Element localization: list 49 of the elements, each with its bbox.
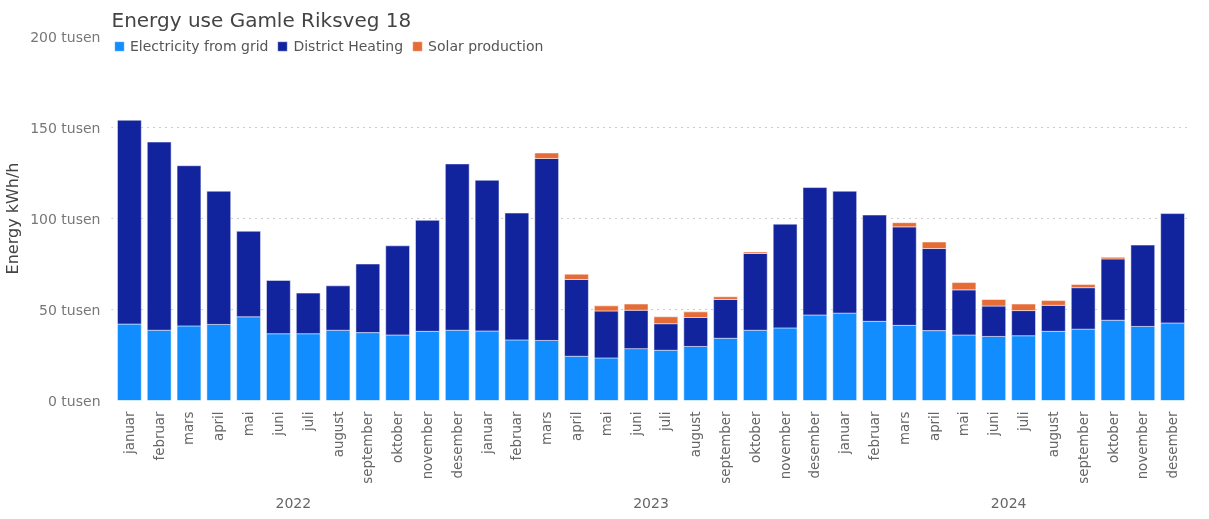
x-tick-label: august [1045,411,1061,458]
x-tick-label: juli [1016,411,1032,433]
y-tick-label: 50 tusen [39,301,101,318]
y-tick-label: 100 tusen [30,210,101,227]
x-tick-label: februar [867,410,883,461]
x-tick-label: mars [539,411,555,446]
legend-label: Electricity from grid [130,38,269,54]
x-tick-label: juni [270,411,286,437]
x-tick-label: januar [121,410,137,455]
x-tick-label: januar [479,410,495,455]
legend-label: District Heating [293,38,404,54]
x-tick-label: november [419,410,435,480]
x-tick-label: oktober [1105,410,1121,463]
x-tick-label: januar [837,410,853,455]
x-tick-label: juni [986,411,1002,437]
x-tick-label: oktober [747,410,763,463]
x-tick-label: september [718,410,734,484]
x-tick-label: april [568,411,584,442]
y-tick-label: 0 tusen [48,392,101,409]
text: 2024 [990,494,1027,511]
x-tick-label: august [688,411,704,458]
x-tick-label: februar [151,410,167,461]
y-tick-label: 200 tusen [30,28,101,45]
x-tick-label: mai [598,411,614,437]
x-tick-label: juli [658,411,674,433]
chart-title: Energy use Gamle Riksveg 18 [111,7,412,32]
y-tick-label: 150 tusen [30,119,101,136]
x-tick-label: april [211,411,227,442]
x-tick-label: desember [449,410,465,479]
x-tick-label: mai [241,411,257,437]
x-tick-label: oktober [390,410,406,463]
x-tick-label: mars [896,411,912,446]
text: 2022 [275,494,312,511]
x-tick-label: februar [509,410,525,461]
x-tick-label: juni [628,411,644,437]
y-axis-title: Energy kWh/h [3,162,23,275]
x-tick-label: desember [807,410,823,479]
x-tick-label: juli [300,411,316,433]
x-tick-label: november [1135,410,1151,480]
x-tick-label: mai [956,411,972,437]
x-tick-label: august [330,411,346,458]
x-tick-label: mars [181,411,197,446]
x-tick-label: september [1075,410,1091,484]
text: 2023 [633,494,669,511]
legend-label: Solar production [428,38,544,54]
x-tick-label: april [926,411,942,442]
x-tick-label: desember [1165,410,1181,479]
x-tick-label: november [777,410,793,480]
x-tick-label: september [360,410,376,484]
